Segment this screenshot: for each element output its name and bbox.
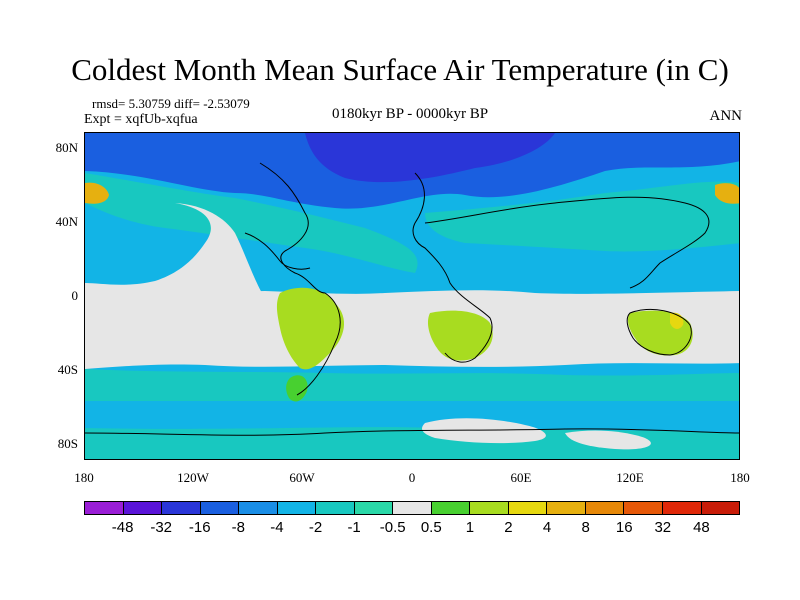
lat-label-80s: 80S	[57, 436, 78, 451]
colorbar-swatch	[393, 502, 432, 514]
colorbar-tick-label: 8	[581, 519, 590, 536]
bering-warm-west	[85, 182, 109, 204]
south-america-warm	[276, 287, 345, 370]
lat-label-40s: 40S	[57, 362, 78, 377]
colorbar-swatch	[85, 502, 124, 514]
lat-label-40n: 40N	[55, 214, 78, 229]
americas-coastline	[259, 162, 341, 396]
lon-label-0: 0	[408, 470, 416, 485]
colorbar-swatch	[354, 502, 394, 514]
bering-warm-east	[715, 183, 739, 204]
patagonia-warm	[286, 375, 308, 402]
colorbar-tick-label: -32	[150, 519, 173, 536]
lon-label-120e: 120E	[616, 470, 644, 485]
southern-africa-warm	[427, 310, 493, 361]
colorbar-tick-label: 0.5	[420, 519, 442, 536]
period-label: 0180kyr BP - 0000kyr BP	[331, 106, 489, 122]
colorbar-swatch	[162, 502, 201, 514]
arctic-strong-cold	[305, 133, 555, 183]
colorbar-tick-label: 2	[504, 519, 513, 536]
colorbar-swatch	[624, 502, 663, 514]
colorbar-tick-label: 4	[542, 519, 552, 536]
southern-ocean-cyan	[85, 401, 739, 433]
north-pacific-neutral	[85, 203, 265, 298]
coastlines	[85, 162, 739, 436]
colorbar-tick-label: -4	[270, 519, 284, 536]
colorbar-tick-label: -0.5	[379, 519, 406, 536]
colorbar-tick-label: -2	[308, 519, 323, 536]
chart-title: Coldest Month Mean Surface Air Temperatu…	[71, 52, 729, 87]
colorbar-tick-label: -8	[231, 519, 246, 536]
antarctica-neutral	[422, 418, 546, 444]
map-panel	[84, 132, 740, 460]
colorbar-swatch	[470, 502, 509, 514]
lat-label-0: 0	[71, 288, 79, 303]
experiment-label: Expt = xqfUb-xqfua	[84, 112, 198, 127]
colorbar	[84, 501, 740, 515]
colorbar-swatch	[508, 502, 548, 514]
antarctica-neutral-east	[565, 430, 651, 450]
colorbar-tick-label: 16	[615, 519, 633, 536]
north-pacific-teal	[85, 173, 418, 273]
southern-ocean-teal	[85, 369, 739, 401]
colorbar-swatch	[585, 502, 625, 514]
lon-label-60e: 60E	[510, 470, 532, 485]
lon-label-180e: 180	[730, 470, 750, 485]
colorbar-swatch	[239, 502, 278, 514]
lat-label-80n: 80N	[55, 140, 78, 155]
colorbar-tick-label: 32	[654, 519, 672, 536]
colorbar-swatch	[662, 502, 702, 514]
colorbar-swatch	[431, 502, 471, 514]
temperature-map	[85, 133, 739, 459]
colorbar-tick-label: -16	[188, 519, 211, 536]
colorbar-swatch	[547, 502, 586, 514]
colorbar-swatch	[200, 502, 240, 514]
rmsd-stats: rmsd= 5.30759 diff= -2.53079	[92, 96, 250, 111]
colorbar-tick-label: 48	[693, 519, 710, 536]
lon-label-180w: 180	[74, 470, 94, 485]
colorbar-swatch	[123, 502, 163, 514]
colorbar-swatch	[701, 502, 740, 514]
colorbar-swatch	[277, 502, 317, 514]
equatorial-neutral-band	[85, 283, 739, 369]
colorbar-tick-label: -1	[347, 519, 361, 536]
colorbar-tick-label: -48	[111, 519, 134, 536]
lon-label-120w: 120W	[177, 470, 209, 485]
lon-label-60w: 60W	[289, 470, 315, 485]
colorbar-swatch	[316, 502, 355, 514]
season-label: ANN	[709, 108, 743, 124]
colorbar-tick-label: 1	[465, 519, 475, 536]
